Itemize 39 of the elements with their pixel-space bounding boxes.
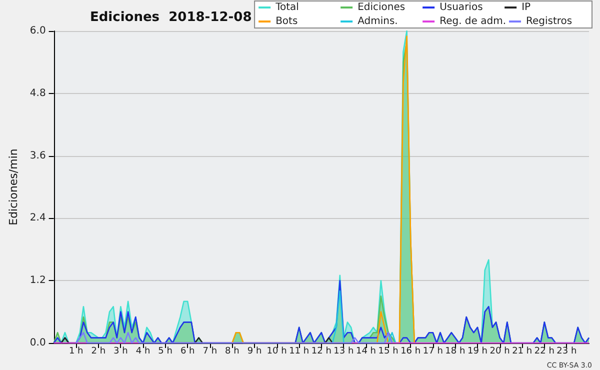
x-tick-label: 6 h — [180, 346, 195, 356]
x-tick-label: 4 h — [136, 346, 150, 356]
x-tick-label: 2 h — [91, 346, 106, 356]
y-tick-label: 3.6 — [30, 150, 46, 162]
x-tick-label: 19 h — [467, 346, 488, 356]
x-tick-label: 5 h — [158, 346, 172, 356]
x-tick-label: 11 h — [289, 346, 310, 356]
y-tick-label: 2.4 — [30, 212, 46, 224]
x-tick-label: 18 h — [445, 346, 466, 356]
y-tick-label: 0.0 — [30, 338, 46, 348]
legend-label: Registros — [526, 16, 572, 27]
legend-label: Admins. — [358, 16, 398, 27]
y-tick-label: 4.8 — [30, 88, 46, 99]
x-tick-label: 10 h — [266, 346, 287, 356]
legend-label: Total — [274, 2, 299, 13]
x-tick-label: 16 h — [400, 346, 421, 356]
chart-title: Ediciones 2018-12-08 — [90, 10, 252, 25]
x-tick-label: 9 h — [247, 346, 262, 356]
x-tick-label: 7 h — [202, 346, 218, 356]
legend-label: Usuarios — [440, 2, 483, 13]
legend-label: Bots — [276, 16, 298, 27]
y-axis-title: Ediciones/min — [7, 148, 20, 226]
x-tick-label: 8 h — [225, 346, 240, 356]
x-tick-label: 17 h — [422, 346, 443, 356]
legend-label: IP — [522, 2, 531, 13]
x-tick-label: 14 h — [356, 346, 376, 356]
x-tick-label: 12 h — [311, 346, 332, 356]
y-tick-label: 6.0 — [30, 26, 46, 36]
x-tick-label: 23 h — [556, 346, 577, 356]
x-tick-label: 21 h — [512, 346, 532, 356]
x-tick-label: 13 h — [334, 346, 354, 356]
x-tick-label: 20 h — [490, 346, 510, 356]
x-tick-label: 22 h — [534, 346, 554, 356]
legend-label: Reg. de adm. — [440, 16, 506, 27]
x-tick-label: 3 h — [114, 346, 128, 356]
x-tick-label: 15 h — [378, 346, 398, 356]
x-tick-label: 1 h — [68, 346, 84, 356]
legend-label: Ediciones — [358, 2, 406, 13]
y-tick-label: 1.2 — [30, 275, 46, 286]
